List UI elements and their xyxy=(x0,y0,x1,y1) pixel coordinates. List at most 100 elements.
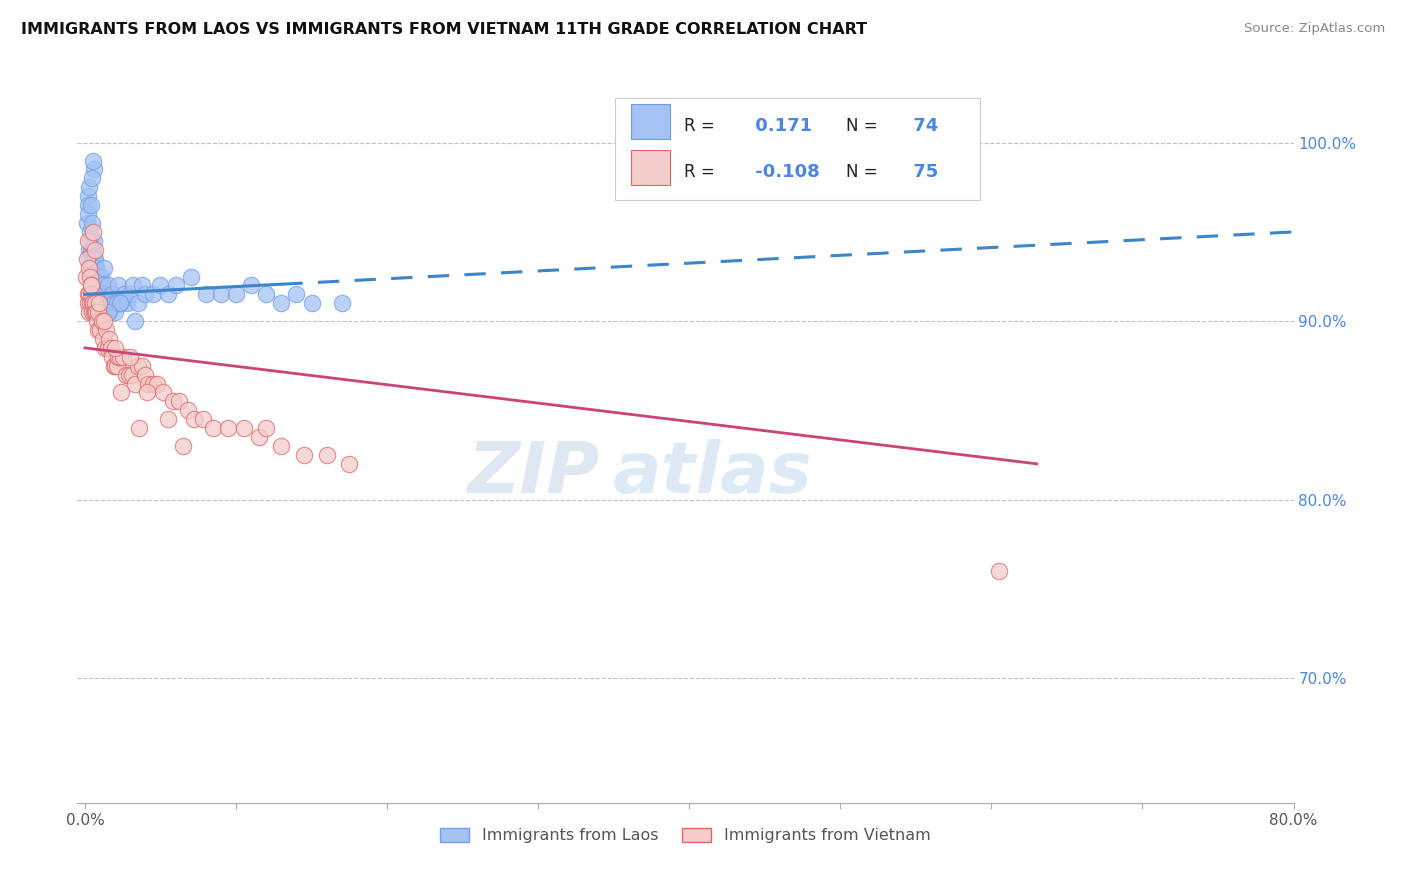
Point xyxy=(84,243,107,257)
Point xyxy=(98,332,121,346)
Point xyxy=(142,376,165,391)
Point xyxy=(97,305,120,319)
Point xyxy=(254,421,277,435)
Point xyxy=(87,278,110,293)
Point xyxy=(91,278,114,293)
Point xyxy=(79,278,101,293)
Point xyxy=(337,457,360,471)
Point xyxy=(82,153,104,168)
Point xyxy=(134,287,156,301)
Text: 0.171: 0.171 xyxy=(748,118,811,136)
Text: 74: 74 xyxy=(907,118,938,136)
Point xyxy=(75,269,97,284)
Point xyxy=(987,564,1010,578)
Point xyxy=(93,341,115,355)
Point xyxy=(84,305,107,319)
Point xyxy=(83,305,105,319)
Point xyxy=(82,305,104,319)
Text: IMMIGRANTS FROM LAOS VS IMMIGRANTS FROM VIETNAM 11TH GRADE CORRELATION CHART: IMMIGRANTS FROM LAOS VS IMMIGRANTS FROM … xyxy=(21,22,868,37)
Point xyxy=(131,359,153,373)
Point xyxy=(77,207,100,221)
Point xyxy=(82,269,104,284)
Point xyxy=(146,376,169,391)
Point xyxy=(240,278,263,293)
Point xyxy=(135,385,157,400)
Point xyxy=(162,394,184,409)
Point xyxy=(86,314,108,328)
Text: atlas: atlas xyxy=(613,439,813,508)
Point xyxy=(120,287,142,301)
Point xyxy=(90,314,112,328)
FancyBboxPatch shape xyxy=(631,150,669,185)
Text: N =: N = xyxy=(846,163,877,181)
Point xyxy=(118,368,141,382)
Point xyxy=(194,287,217,301)
Point xyxy=(128,421,150,435)
Point xyxy=(80,296,103,310)
Point xyxy=(96,278,118,293)
Point xyxy=(84,252,107,266)
Point xyxy=(93,287,115,301)
Point xyxy=(110,385,132,400)
Point xyxy=(112,287,135,301)
Point xyxy=(270,296,292,310)
Point xyxy=(86,287,108,301)
Point xyxy=(83,260,105,275)
Point xyxy=(121,368,143,382)
Point xyxy=(114,368,136,382)
Point xyxy=(131,278,153,293)
Point xyxy=(254,287,277,301)
Point xyxy=(82,243,104,257)
Point xyxy=(90,269,112,284)
Point xyxy=(84,260,107,275)
Point xyxy=(87,323,110,337)
Point xyxy=(84,287,107,301)
Point xyxy=(89,296,111,310)
Point xyxy=(76,189,98,203)
Point xyxy=(127,296,149,310)
Point xyxy=(152,385,174,400)
Point xyxy=(100,296,122,310)
Point xyxy=(292,448,315,462)
Point xyxy=(96,341,118,355)
Point xyxy=(84,278,107,293)
Point xyxy=(110,296,132,310)
Point xyxy=(156,412,179,426)
Point xyxy=(98,305,121,319)
Point xyxy=(79,287,101,301)
Point xyxy=(82,216,104,230)
Point xyxy=(91,332,114,346)
Point xyxy=(330,296,353,310)
Point xyxy=(108,296,131,310)
Point xyxy=(103,359,125,373)
Point xyxy=(156,287,179,301)
Point xyxy=(94,296,117,310)
Point xyxy=(142,287,165,301)
Text: R =: R = xyxy=(685,163,716,181)
Point xyxy=(209,287,232,301)
Point xyxy=(79,234,101,248)
Point xyxy=(79,252,101,266)
Point xyxy=(115,296,138,310)
Point xyxy=(76,296,98,310)
Point xyxy=(191,412,214,426)
Point xyxy=(104,341,127,355)
Point xyxy=(82,225,104,239)
Point xyxy=(108,350,131,364)
Point xyxy=(202,421,225,435)
Point xyxy=(225,287,247,301)
Point xyxy=(83,305,105,319)
Point xyxy=(77,287,100,301)
Point xyxy=(89,287,111,301)
Point xyxy=(107,350,129,364)
Point xyxy=(83,252,105,266)
Point xyxy=(83,162,105,177)
Text: Source: ZipAtlas.com: Source: ZipAtlas.com xyxy=(1244,22,1385,36)
Point xyxy=(89,287,111,301)
Point xyxy=(80,287,103,301)
Point xyxy=(79,225,101,239)
Point xyxy=(80,260,103,275)
Point xyxy=(77,260,100,275)
Point xyxy=(122,278,145,293)
Text: N =: N = xyxy=(846,118,877,136)
